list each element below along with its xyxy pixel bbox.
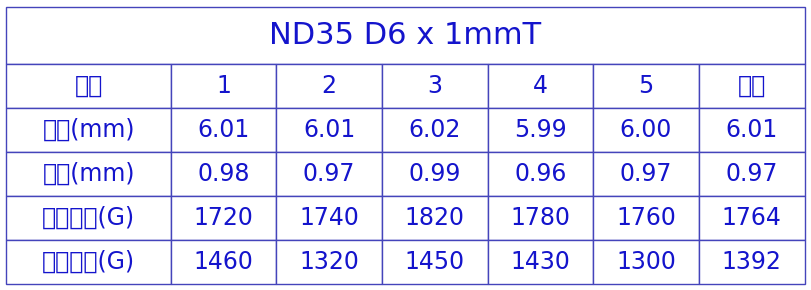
Text: 1: 1 bbox=[216, 74, 231, 98]
Bar bbox=[6, 240, 170, 284]
Bar bbox=[487, 240, 593, 284]
Text: 0.97: 0.97 bbox=[620, 162, 672, 186]
Text: 4: 4 bbox=[533, 74, 548, 98]
Text: 0.97: 0.97 bbox=[303, 162, 355, 186]
Bar bbox=[593, 108, 699, 152]
Bar bbox=[170, 64, 277, 108]
Bar bbox=[382, 240, 487, 284]
Text: 0.99: 0.99 bbox=[409, 162, 461, 186]
Bar bbox=[487, 64, 593, 108]
Bar bbox=[593, 196, 699, 240]
Text: 直徑(mm): 直徑(mm) bbox=[42, 118, 135, 142]
Bar bbox=[277, 240, 382, 284]
Text: ND35 D6 x 1mmT: ND35 D6 x 1mmT bbox=[269, 21, 542, 50]
Bar bbox=[593, 64, 699, 108]
Bar bbox=[382, 64, 487, 108]
Bar bbox=[277, 196, 382, 240]
Bar bbox=[277, 152, 382, 196]
Text: 1430: 1430 bbox=[510, 250, 570, 274]
Bar bbox=[593, 152, 699, 196]
Bar bbox=[6, 108, 170, 152]
Bar bbox=[699, 240, 805, 284]
Bar bbox=[487, 108, 593, 152]
Text: 2: 2 bbox=[322, 74, 337, 98]
Text: 1740: 1740 bbox=[299, 206, 359, 230]
Bar bbox=[170, 108, 277, 152]
Bar bbox=[699, 196, 805, 240]
Text: 5: 5 bbox=[638, 74, 654, 98]
Text: 1780: 1780 bbox=[510, 206, 570, 230]
Bar bbox=[277, 64, 382, 108]
Text: 平均: 平均 bbox=[737, 74, 766, 98]
Text: 邊緣磁力(G): 邊緣磁力(G) bbox=[42, 206, 135, 230]
Bar bbox=[382, 108, 487, 152]
Text: 6.02: 6.02 bbox=[409, 118, 461, 142]
Bar bbox=[699, 64, 805, 108]
Bar bbox=[382, 196, 487, 240]
Bar bbox=[6, 64, 170, 108]
Bar bbox=[6, 152, 170, 196]
Bar bbox=[170, 152, 277, 196]
Text: 0.96: 0.96 bbox=[514, 162, 567, 186]
Text: 0.97: 0.97 bbox=[726, 162, 778, 186]
Text: 1460: 1460 bbox=[194, 250, 254, 274]
Text: 1820: 1820 bbox=[405, 206, 465, 230]
Text: 1320: 1320 bbox=[299, 250, 359, 274]
Bar bbox=[699, 108, 805, 152]
Bar bbox=[593, 240, 699, 284]
Bar bbox=[6, 7, 805, 64]
Text: 6.01: 6.01 bbox=[303, 118, 355, 142]
Text: 1300: 1300 bbox=[616, 250, 676, 274]
Text: 6.01: 6.01 bbox=[726, 118, 778, 142]
Bar bbox=[487, 196, 593, 240]
Bar bbox=[487, 152, 593, 196]
Text: 編號: 編號 bbox=[75, 74, 103, 98]
Text: 5.99: 5.99 bbox=[514, 118, 567, 142]
Text: 1720: 1720 bbox=[194, 206, 254, 230]
Text: 6.00: 6.00 bbox=[620, 118, 672, 142]
Text: 1764: 1764 bbox=[722, 206, 782, 230]
Text: 3: 3 bbox=[427, 74, 442, 98]
Text: 1450: 1450 bbox=[405, 250, 465, 274]
Text: 0.98: 0.98 bbox=[197, 162, 250, 186]
Bar bbox=[170, 240, 277, 284]
Bar bbox=[699, 152, 805, 196]
Text: 厚度(mm): 厚度(mm) bbox=[42, 162, 135, 186]
Text: 6.01: 6.01 bbox=[197, 118, 250, 142]
Bar bbox=[170, 196, 277, 240]
Text: 中心磁力(G): 中心磁力(G) bbox=[42, 250, 135, 274]
Text: 1760: 1760 bbox=[616, 206, 676, 230]
Bar bbox=[277, 108, 382, 152]
Bar bbox=[6, 196, 170, 240]
Bar bbox=[382, 152, 487, 196]
Text: 1392: 1392 bbox=[722, 250, 782, 274]
